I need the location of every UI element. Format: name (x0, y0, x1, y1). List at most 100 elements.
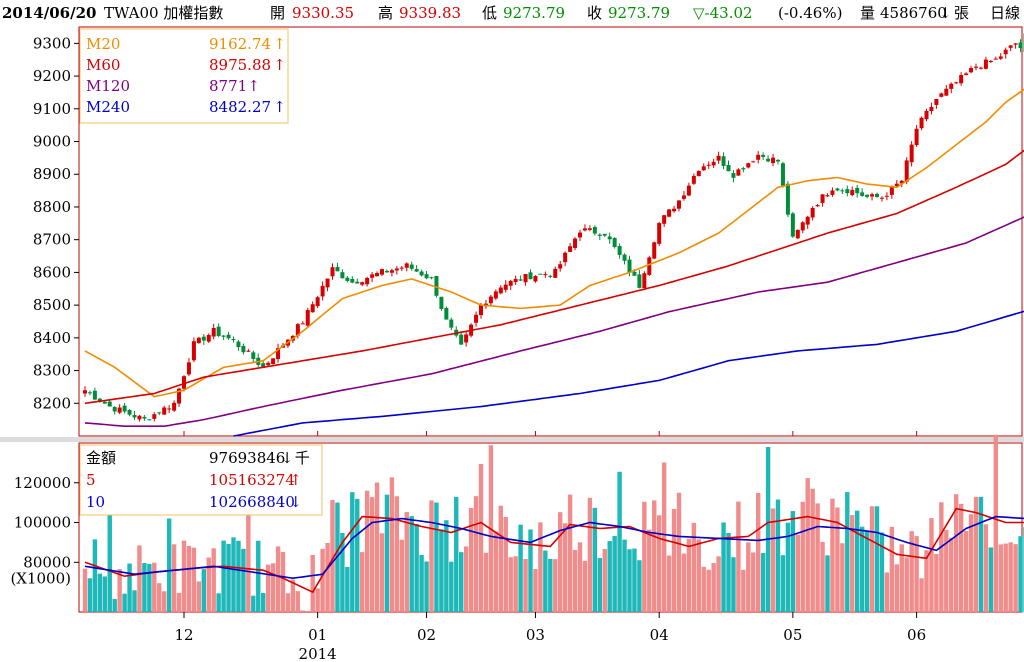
volume-bar (765, 446, 771, 612)
volume-bar (330, 500, 335, 612)
legend-volume-name: 金額 (86, 449, 116, 467)
volume-bar (355, 498, 360, 612)
volume-value: 4586760 (880, 4, 947, 22)
volume-bar (137, 545, 142, 612)
candle-body (667, 209, 672, 217)
volume-bar (186, 545, 192, 612)
candle-body (578, 232, 582, 238)
volume-bar (1003, 543, 1008, 612)
candle-body (701, 166, 706, 171)
volume-bar (800, 501, 805, 612)
volume-bar (538, 522, 543, 612)
volume-bar (879, 532, 885, 612)
volume-bar (939, 502, 944, 612)
candle-body (969, 67, 974, 73)
candle-body (548, 275, 553, 277)
candle-body (993, 58, 998, 60)
x-tick-label: 04 (650, 626, 669, 644)
legend-ma-value: 8482.27 (209, 98, 271, 116)
legend-ma-arrow: ↑ (273, 35, 286, 53)
volume-bar (82, 568, 88, 612)
volume-bar (869, 506, 875, 612)
volume-bar (835, 507, 840, 612)
candle-body (830, 190, 835, 195)
candle-body (449, 319, 454, 328)
candle-body (731, 173, 736, 178)
candle-body (681, 195, 686, 199)
candle-body (132, 415, 137, 418)
price-y-tick-label: 9000 (33, 133, 71, 151)
volume-bar (929, 518, 934, 612)
candle-body (365, 277, 370, 285)
candle-body (315, 297, 320, 307)
candle-body (790, 213, 795, 237)
volume-bar (414, 523, 419, 612)
volume-bar (998, 544, 1003, 612)
volume-bar (637, 560, 642, 612)
candle-body (870, 194, 875, 197)
candle-body (488, 296, 493, 304)
candle-body (558, 264, 563, 269)
volume-bar (582, 560, 588, 612)
candle-body (959, 75, 964, 84)
candle-body (582, 228, 587, 231)
volume-bar (572, 549, 578, 612)
volume-bar (652, 500, 657, 612)
volume-bar (696, 539, 701, 612)
candle-body (865, 194, 870, 197)
volume-bar (122, 593, 127, 612)
legend-ma-name: M20 (86, 35, 120, 53)
volume-bar (701, 566, 706, 612)
candle-body (186, 362, 191, 375)
volume-bar (280, 551, 286, 612)
candle-body (479, 304, 483, 316)
candle-body (271, 358, 276, 364)
volume-bar (201, 569, 206, 612)
price-y-tick-label: 8400 (33, 329, 71, 347)
candle-body (642, 273, 647, 289)
volume-bar (592, 507, 598, 612)
open-value: 9330.35 (292, 4, 355, 22)
candle-body (389, 270, 394, 273)
candle-body (87, 392, 92, 394)
candle-body (429, 277, 434, 279)
volume-bar (102, 576, 107, 612)
volume-bar (523, 559, 528, 612)
candle-body (800, 222, 805, 231)
volume-bar (686, 538, 692, 612)
volume-bar (978, 496, 984, 612)
volume-bar (112, 599, 117, 612)
volume-bar (162, 591, 167, 612)
price-y-tick-label: 8200 (33, 394, 71, 412)
candle-body (320, 285, 325, 297)
candle-body (310, 304, 315, 313)
candle-body (924, 110, 929, 120)
volume-label: 量 (860, 4, 876, 22)
volume-bar (483, 552, 489, 612)
volume-bar (528, 529, 533, 612)
volume-bar (216, 593, 221, 612)
volume-bar (310, 554, 315, 612)
volume-bar (463, 546, 469, 612)
panel-splitter[interactable] (0, 437, 1024, 442)
candle-body (330, 267, 335, 277)
volume-bar (251, 595, 256, 612)
price-y-tick-label: 9100 (33, 100, 71, 118)
volume-bar (166, 518, 172, 612)
price-y-tick-label: 8500 (33, 296, 71, 314)
candle-body (810, 207, 815, 218)
candle-body (157, 412, 162, 414)
candle-body (127, 410, 132, 415)
volume-bar (627, 549, 632, 612)
legend-ma-name: M120 (86, 77, 130, 95)
volume-bar (775, 499, 781, 612)
volume-bar (661, 462, 667, 612)
volume-bar (815, 503, 820, 612)
candle-body (860, 192, 865, 196)
candle-body (216, 326, 221, 336)
volume-ma-line-5 (84, 507, 1024, 594)
volume-bar (513, 556, 518, 612)
candle-body (855, 187, 860, 194)
volume-bar (850, 515, 855, 612)
volume-bar (454, 496, 459, 612)
